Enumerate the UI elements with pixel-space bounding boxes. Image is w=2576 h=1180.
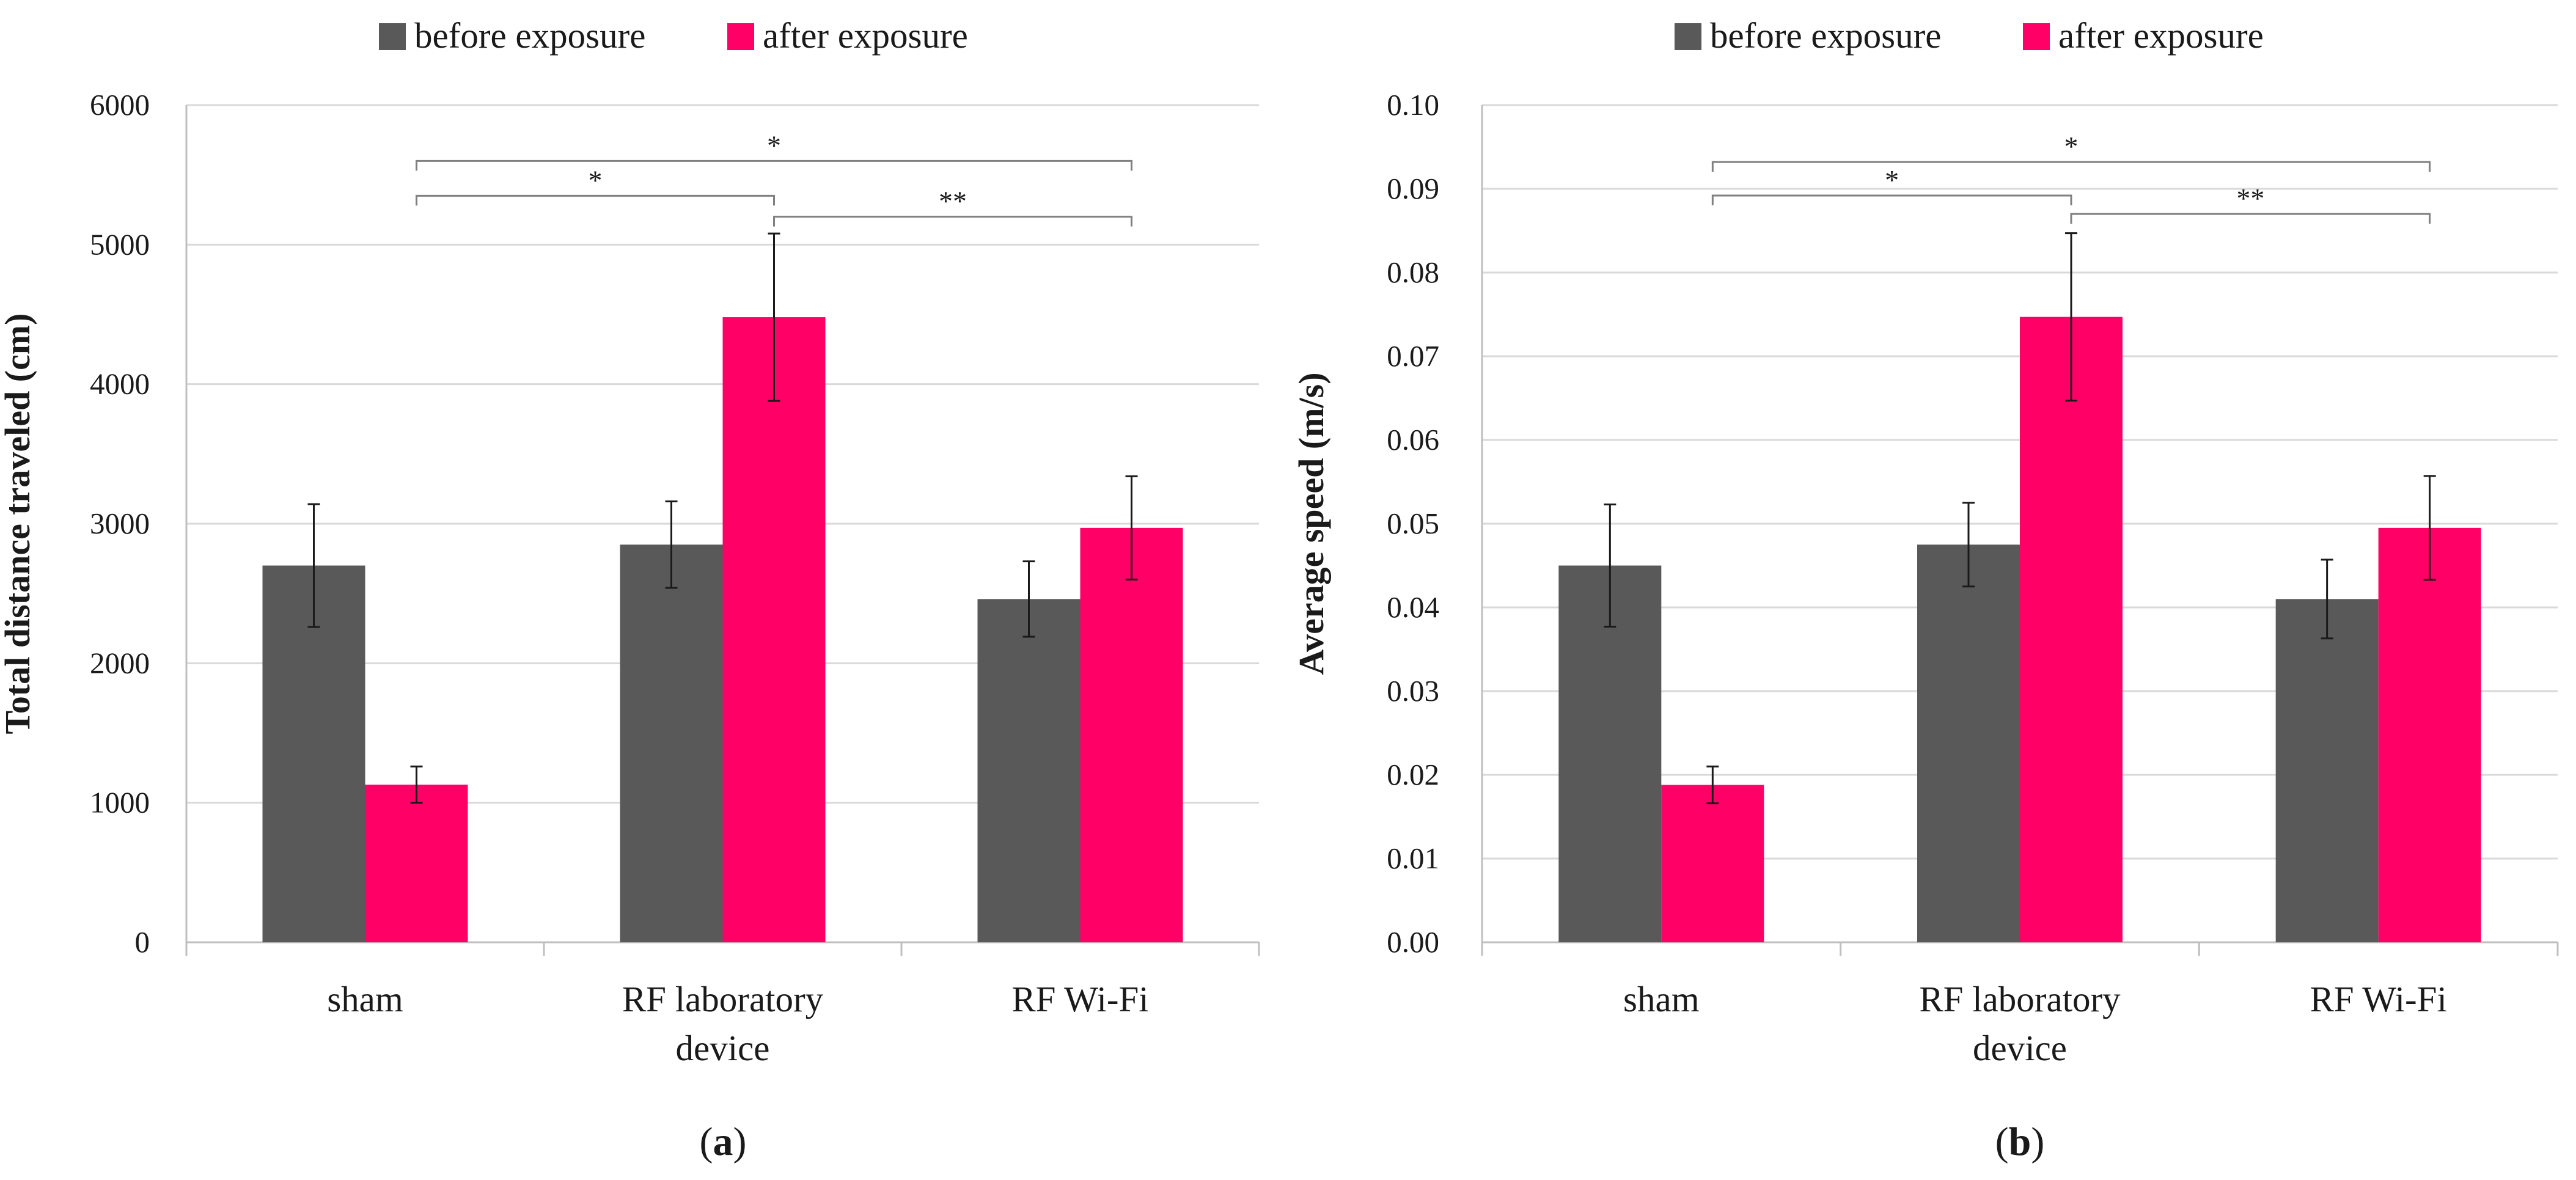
legend-label: after exposure	[2058, 15, 2264, 56]
legend-swatch	[1675, 23, 1701, 50]
significance-bracket	[416, 194, 775, 206]
panel-label: (a)	[700, 1120, 747, 1164]
bar-before-exposure	[2275, 599, 2379, 942]
y-tick-label: 0.07	[1387, 339, 1439, 373]
y-tick-label: 6000	[90, 88, 150, 122]
significance-label: *	[767, 130, 781, 161]
legend-label: before exposure	[414, 15, 645, 56]
y-tick-label: 3000	[90, 507, 150, 540]
significance-label: *	[589, 164, 603, 196]
y-tick-label: 2000	[90, 646, 150, 680]
significance-label: **	[2236, 183, 2264, 214]
bar-before-exposure	[262, 565, 365, 942]
y-tick-label: 1000	[90, 786, 150, 819]
panel-label: (b)	[1995, 1120, 2045, 1164]
category-label: RF Wi-Fi	[1011, 979, 1148, 1019]
y-axis-label: Average speed (m/s)	[1291, 372, 1331, 675]
y-tick-label: 4000	[90, 367, 150, 401]
bar-before-exposure	[977, 599, 1081, 942]
category-label: RF Wi-Fi	[2310, 979, 2446, 1019]
bar-after-exposure	[2378, 527, 2481, 942]
category-label: device	[1973, 1028, 2067, 1068]
legend-swatch	[727, 23, 754, 50]
significance-bracket	[1711, 161, 2431, 172]
bar-after-exposure	[1080, 527, 1183, 942]
y-tick-label: 0.09	[1387, 172, 1439, 205]
y-tick-label: 0.08	[1387, 255, 1439, 289]
y-tick-label: 0.06	[1387, 423, 1439, 456]
significance-bracket	[416, 159, 1132, 171]
y-tick-label: 0.02	[1387, 758, 1439, 791]
category-label: sham	[327, 979, 403, 1019]
bar-after-exposure	[722, 317, 826, 942]
significance-bracket	[2070, 213, 2431, 224]
category-label: sham	[1623, 979, 1700, 1019]
significance-bracket	[773, 216, 1132, 227]
y-tick-label: 0.04	[1387, 590, 1439, 624]
bar-before-exposure	[620, 544, 723, 942]
bar-before-exposure	[1917, 544, 2020, 942]
y-tick-label: 0.10	[1387, 88, 1439, 122]
legend-label: before exposure	[1710, 15, 1941, 56]
legend-swatch	[379, 23, 406, 50]
panel-b-chart: 0.00 0.01 0.02 0.03 0.04 0.05 0.06 0.07 0.08 0.09…	[1291, 15, 2559, 1164]
y-tick-label: 0.00	[1387, 925, 1439, 959]
y-tick-label: 0.01	[1387, 841, 1439, 875]
significance-bracket	[1711, 194, 2072, 205]
category-label: device	[676, 1028, 770, 1068]
significance-label: *	[2064, 131, 2079, 162]
significance-label: *	[1885, 164, 1899, 196]
y-tick-label: 5000	[90, 227, 150, 261]
category-label: RF laboratory	[1919, 979, 2121, 1019]
bar-before-exposure	[1558, 565, 1662, 942]
significance-label: **	[939, 186, 967, 217]
y-tick-label: 0.03	[1387, 674, 1439, 708]
y-tick-label: 0.05	[1387, 507, 1439, 540]
category-label: RF laboratory	[622, 979, 824, 1019]
y-tick-label: 0	[135, 925, 150, 959]
bar-after-exposure	[1661, 785, 1764, 942]
bar-after-exposure	[2020, 317, 2123, 942]
y-axis-label: Total distance traveled (cm)	[0, 313, 37, 735]
legend-label: after exposure	[763, 15, 968, 56]
legend-swatch	[2023, 23, 2050, 50]
bar-after-exposure	[365, 784, 468, 942]
